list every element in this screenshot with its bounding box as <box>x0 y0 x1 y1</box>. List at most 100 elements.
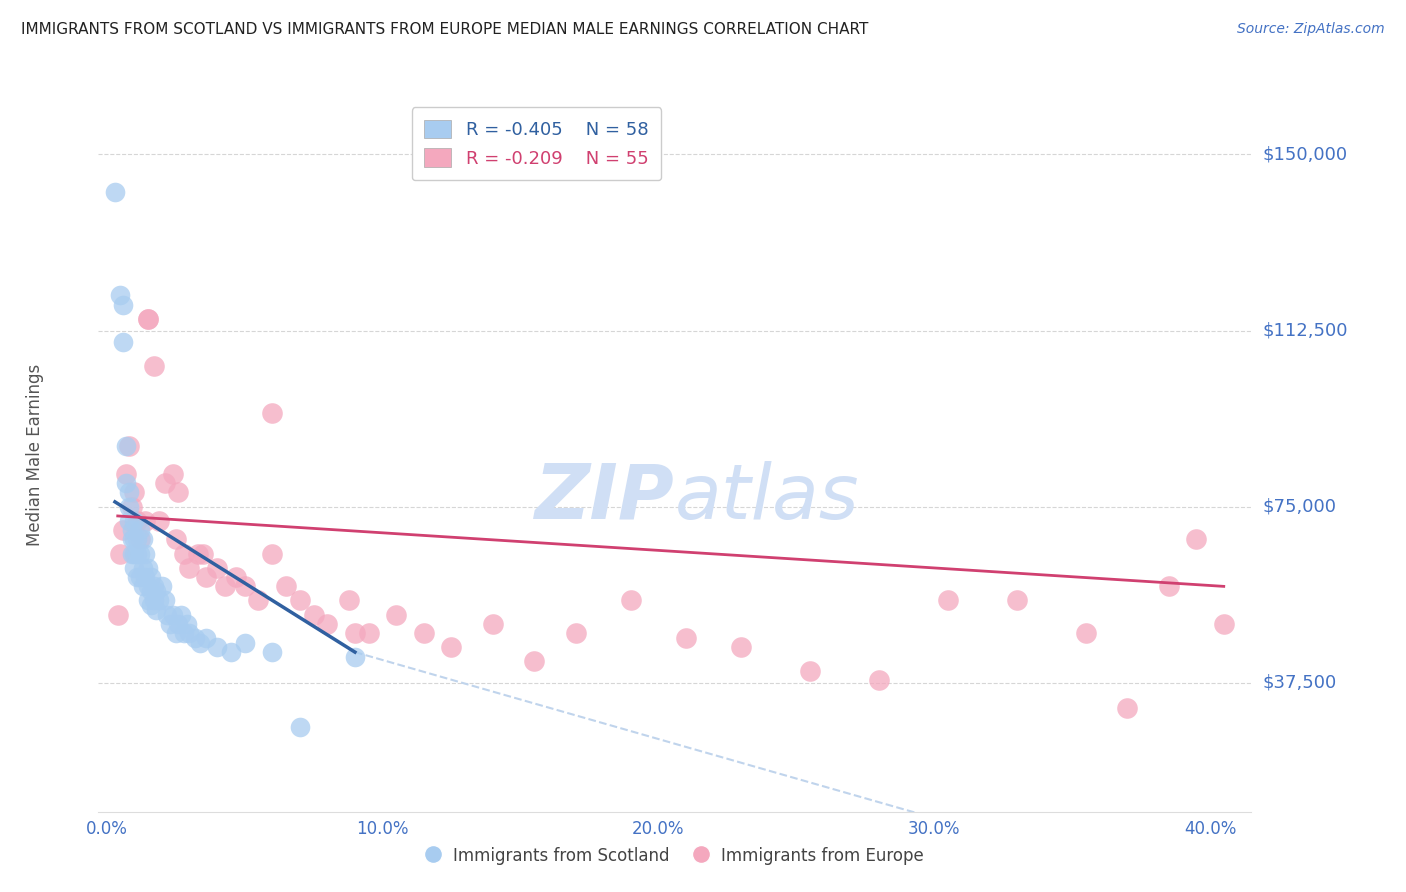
Point <box>124 533 146 547</box>
Point <box>247 593 270 607</box>
Point <box>104 185 127 199</box>
Point <box>162 467 184 481</box>
Text: $150,000: $150,000 <box>1263 145 1347 163</box>
Point <box>868 673 890 688</box>
Point <box>139 584 162 599</box>
Point <box>1185 533 1208 547</box>
Point <box>167 616 190 631</box>
Text: $112,500: $112,500 <box>1263 321 1348 340</box>
Point <box>936 593 959 607</box>
Point <box>142 579 165 593</box>
Point <box>288 720 311 734</box>
Point <box>128 547 150 561</box>
Point <box>112 335 135 350</box>
Point <box>121 547 143 561</box>
Point <box>225 570 247 584</box>
Point <box>219 645 242 659</box>
Point <box>136 560 159 574</box>
Point <box>107 607 129 622</box>
Point <box>145 584 167 599</box>
Point <box>173 547 195 561</box>
Point <box>136 579 159 593</box>
Point <box>214 579 236 593</box>
Text: $75,000: $75,000 <box>1263 498 1336 516</box>
Text: Source: ZipAtlas.com: Source: ZipAtlas.com <box>1237 22 1385 37</box>
Point <box>233 579 256 593</box>
Point <box>134 514 156 528</box>
Point <box>128 533 150 547</box>
Point <box>153 476 176 491</box>
Point <box>193 547 215 561</box>
Point <box>128 523 150 537</box>
Point <box>136 593 159 607</box>
Point <box>110 288 132 302</box>
Point <box>262 406 284 420</box>
Point <box>136 311 159 326</box>
Point <box>1005 593 1028 607</box>
Point <box>190 636 212 650</box>
Point <box>121 533 143 547</box>
Point <box>179 626 201 640</box>
Text: atlas: atlas <box>675 461 859 534</box>
Point <box>125 514 148 528</box>
Point <box>165 626 187 640</box>
Point <box>128 570 150 584</box>
Point <box>167 485 190 500</box>
Point <box>150 579 173 593</box>
Point <box>173 626 195 640</box>
Point <box>730 640 752 655</box>
Point <box>523 655 546 669</box>
Point <box>675 631 697 645</box>
Point <box>115 438 138 452</box>
Point <box>136 311 159 326</box>
Point <box>1212 616 1234 631</box>
Point <box>110 547 132 561</box>
Point <box>118 438 141 452</box>
Point <box>159 616 181 631</box>
Point <box>385 607 408 622</box>
Point <box>118 514 141 528</box>
Point <box>184 631 207 645</box>
Point <box>156 607 179 622</box>
Point <box>148 593 170 607</box>
Point <box>205 640 228 655</box>
Point <box>233 636 256 650</box>
Point <box>316 616 339 631</box>
Point <box>1116 701 1139 715</box>
Point <box>343 626 366 640</box>
Point <box>564 626 586 640</box>
Point <box>482 616 505 631</box>
Point <box>115 476 138 491</box>
Point <box>131 560 153 574</box>
Point <box>302 607 325 622</box>
Point <box>134 570 156 584</box>
Point <box>121 523 143 537</box>
Point <box>142 359 165 373</box>
Legend: Immigrants from Scotland, Immigrants from Europe: Immigrants from Scotland, Immigrants fro… <box>419 840 931 871</box>
Point <box>170 607 193 622</box>
Point <box>134 547 156 561</box>
Text: $37,500: $37,500 <box>1263 673 1337 691</box>
Point <box>145 603 167 617</box>
Point <box>288 593 311 607</box>
Point <box>187 547 209 561</box>
Point <box>339 593 361 607</box>
Point <box>195 570 218 584</box>
Point <box>176 616 198 631</box>
Point <box>131 533 153 547</box>
Point <box>112 523 135 537</box>
Point <box>1074 626 1097 640</box>
Point <box>412 626 434 640</box>
Point <box>262 547 284 561</box>
Point <box>115 467 138 481</box>
Point <box>124 560 146 574</box>
Point <box>195 631 218 645</box>
Point <box>1157 579 1180 593</box>
Point <box>799 664 821 678</box>
Text: ZIP: ZIP <box>536 461 675 534</box>
Point <box>142 593 165 607</box>
Point <box>153 593 176 607</box>
Point <box>205 560 228 574</box>
Point <box>179 560 201 574</box>
Point <box>343 649 366 664</box>
